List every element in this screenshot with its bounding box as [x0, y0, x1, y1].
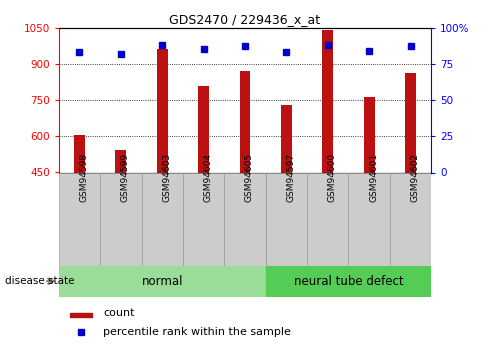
FancyBboxPatch shape — [142, 172, 183, 266]
Bar — [266, 266, 431, 297]
Text: GSM94603: GSM94603 — [162, 152, 171, 202]
FancyBboxPatch shape — [100, 172, 142, 266]
Bar — [240, 71, 250, 172]
Bar — [157, 49, 168, 172]
Bar — [322, 30, 333, 172]
Bar — [364, 97, 374, 172]
Title: GDS2470 / 229436_x_at: GDS2470 / 229436_x_at — [170, 13, 320, 27]
Bar — [198, 86, 209, 172]
Text: GSM94599: GSM94599 — [121, 152, 130, 202]
FancyBboxPatch shape — [390, 172, 431, 266]
Text: GSM94600: GSM94600 — [328, 152, 337, 202]
Bar — [70, 313, 92, 317]
Text: GSM94605: GSM94605 — [245, 152, 254, 202]
Bar — [116, 150, 126, 172]
Bar — [59, 266, 266, 297]
FancyBboxPatch shape — [59, 172, 100, 266]
Text: GSM94604: GSM94604 — [204, 152, 213, 202]
Text: GSM94598: GSM94598 — [79, 152, 89, 202]
Text: count: count — [103, 308, 135, 317]
FancyBboxPatch shape — [348, 172, 390, 266]
Bar — [405, 73, 416, 172]
FancyBboxPatch shape — [183, 172, 224, 266]
Text: neural tube defect: neural tube defect — [294, 275, 403, 288]
Text: GSM94601: GSM94601 — [369, 152, 378, 202]
Text: normal: normal — [142, 275, 183, 288]
Text: GSM94597: GSM94597 — [286, 152, 295, 202]
Text: percentile rank within the sample: percentile rank within the sample — [103, 327, 292, 337]
Bar — [74, 135, 85, 172]
FancyBboxPatch shape — [224, 172, 266, 266]
Text: GSM94602: GSM94602 — [411, 152, 419, 202]
Text: disease state: disease state — [5, 276, 74, 286]
FancyBboxPatch shape — [307, 172, 348, 266]
FancyBboxPatch shape — [266, 172, 307, 266]
Bar — [281, 105, 292, 172]
